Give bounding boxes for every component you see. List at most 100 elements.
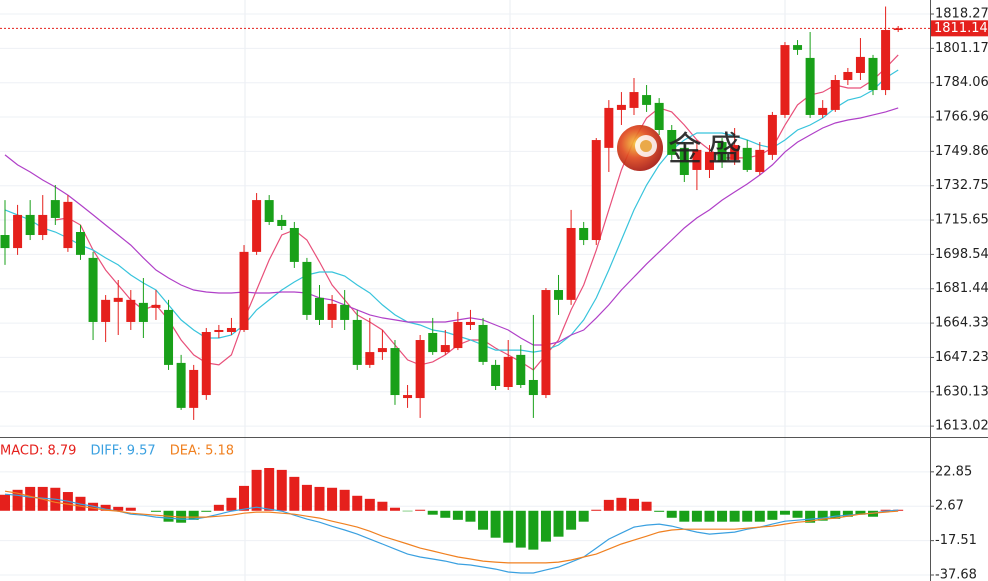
candle-body — [88, 257, 98, 322]
macd-bar — [528, 510, 539, 550]
macd-bar — [830, 510, 841, 519]
macd-bar — [603, 499, 614, 511]
candle-body — [63, 201, 73, 249]
candle-body — [390, 348, 400, 396]
macd-bar — [842, 510, 853, 517]
macd-bar — [389, 507, 400, 511]
macd-bar — [289, 476, 300, 511]
candle-body — [579, 227, 589, 241]
macd-bar — [503, 510, 514, 543]
macd-bar — [188, 510, 199, 520]
macd-bar — [427, 510, 438, 515]
candle-body — [780, 45, 790, 115]
macd-bar — [515, 510, 526, 548]
candle-body — [554, 290, 564, 300]
candle-body — [679, 147, 689, 175]
candle-body — [252, 200, 262, 252]
watermark: 金盛 — [617, 125, 748, 171]
candle-body — [101, 299, 111, 322]
y-tick-label: -17.51 — [935, 533, 977, 548]
macd-bar — [591, 509, 602, 511]
macd-bar — [251, 469, 262, 511]
y-tick-label: 1630.13 — [935, 384, 988, 399]
candle-body — [365, 352, 375, 365]
candle-body — [629, 92, 639, 108]
y-tick-label: 1681.44 — [935, 281, 988, 296]
legend-label: DEA: 5.18 — [170, 444, 234, 459]
candle-body — [818, 107, 828, 115]
candle-body — [352, 319, 362, 365]
candle-body — [805, 57, 815, 115]
macd-bar — [150, 510, 161, 512]
candle-body — [793, 45, 803, 50]
y-tick-label: 1715.65 — [935, 213, 988, 228]
candle-body — [616, 104, 626, 110]
y-tick-label: 1766.96 — [935, 110, 988, 125]
ma-line — [4, 107, 899, 346]
candle-body — [214, 329, 224, 332]
candle-body — [415, 340, 425, 399]
candle-body — [13, 214, 23, 249]
candle-body — [692, 149, 702, 170]
ma-line — [4, 69, 899, 353]
macd-bar — [301, 484, 312, 511]
macd-bar — [880, 509, 891, 511]
candle-body — [189, 369, 199, 408]
macd-bar — [578, 510, 589, 522]
macd-bar — [717, 510, 728, 522]
y-tick-label: 1647.23 — [935, 350, 988, 365]
macd-bar — [855, 510, 866, 515]
macd-bar — [691, 510, 702, 522]
legend-label: DIFF: 9.57 — [90, 444, 155, 459]
candle-body — [403, 395, 413, 399]
candle-body — [38, 214, 48, 236]
macd-bar — [767, 510, 778, 520]
macd-bar — [415, 509, 426, 511]
candle-body — [0, 235, 10, 249]
macd-bar — [352, 495, 363, 511]
y-tick-label: 2.67 — [935, 499, 964, 514]
macd-bar — [666, 510, 677, 518]
macd-line — [4, 493, 899, 574]
y-tick-label: 1749.86 — [935, 144, 988, 159]
candle-body — [25, 214, 35, 236]
plot-layer: 1818.27 1801.17 1784.06 1766.96 1749.86 1732.… — [0, 7, 988, 581]
candle-body — [327, 303, 337, 320]
y-tick-label: 1784.06 — [935, 75, 988, 90]
candle-body — [642, 95, 652, 105]
legend-label: MACD: 8.79 — [0, 444, 76, 459]
macd-bar — [213, 504, 224, 511]
macd-bar — [704, 510, 715, 522]
candle-body — [830, 80, 840, 110]
macd-bar — [264, 467, 275, 511]
candle-body — [528, 379, 538, 396]
macd-bar — [239, 485, 250, 511]
candle-body — [428, 332, 438, 353]
candle-body — [478, 324, 488, 362]
candle-body — [881, 30, 891, 91]
candle-body — [440, 345, 450, 353]
macd-bar — [478, 510, 489, 530]
y-tick-label: 1664.33 — [935, 316, 988, 331]
candle-body — [302, 261, 312, 315]
macd-bar — [377, 501, 388, 511]
macd-line — [4, 490, 899, 564]
macd-bar — [339, 489, 350, 511]
candle-body — [604, 107, 614, 148]
watermark-text: 金盛 — [668, 130, 748, 170]
candle-body — [377, 348, 387, 353]
candle-body — [151, 304, 161, 308]
y-tick-label: 1613.02 — [935, 419, 988, 434]
macd-bar — [314, 486, 325, 511]
candle-body — [516, 354, 526, 385]
candle-body — [654, 102, 664, 131]
macd-bar — [364, 498, 375, 511]
macd-bar — [465, 510, 476, 522]
macd-bar — [641, 501, 652, 511]
macd-bar — [654, 510, 665, 512]
last-price-box — [931, 20, 988, 37]
candle-body — [767, 114, 777, 155]
candle-body — [50, 200, 60, 218]
macd-bar — [402, 510, 413, 512]
macd-bar — [805, 510, 816, 523]
